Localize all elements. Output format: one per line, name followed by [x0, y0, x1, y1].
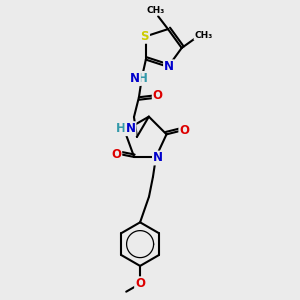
Text: N: N: [153, 152, 163, 164]
Text: H: H: [116, 122, 125, 135]
Text: CH₃: CH₃: [194, 31, 213, 40]
Text: N: N: [125, 122, 136, 135]
Text: O: O: [135, 277, 145, 290]
Text: O: O: [179, 124, 189, 137]
Text: S: S: [141, 30, 149, 43]
Text: O: O: [153, 89, 163, 102]
Text: N: N: [164, 60, 174, 73]
Text: CH₃: CH₃: [147, 6, 165, 15]
Text: O: O: [111, 148, 121, 160]
Text: H: H: [138, 72, 148, 85]
Text: N: N: [130, 72, 140, 85]
